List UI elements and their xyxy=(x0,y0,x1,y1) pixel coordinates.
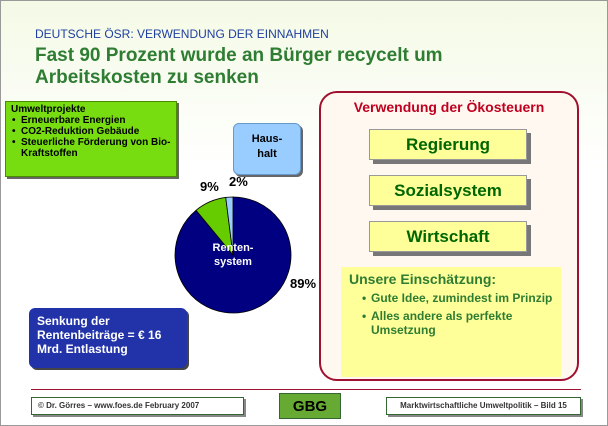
title: Fast 90 Prozent wurde an Bürger recycelt… xyxy=(35,45,443,88)
assessment-item: Alles andere als perfekte Umsetzung xyxy=(362,309,553,337)
assessment-item: Gute Idee, zumindest im Prinzip xyxy=(362,291,553,305)
slice-label: Renten- system xyxy=(212,242,254,268)
diagram-title: Verwendung der Ökosteuern xyxy=(353,99,545,115)
pension-callout: Senkung der Rentenbeiträge = € 16 Mrd. E… xyxy=(29,308,187,368)
diagram-box: Sozialsystem xyxy=(369,175,527,206)
callout-title: Umweltprojekte xyxy=(11,104,86,115)
footer-left: © Dr. Görres – www.foes.de February 2007 xyxy=(31,397,244,415)
diagram-box: Regierung xyxy=(369,129,527,160)
pie: 89% 9% 2% xyxy=(174,174,316,314)
assessment: Unsere Einschätzung: Gute Idee, zumindes… xyxy=(341,267,561,377)
footer-right: Marktwirtschaftliche Umweltpolitik – Bil… xyxy=(386,397,581,415)
callout-item: Steuerliche Förderung von Bio-Kraftstoff… xyxy=(12,137,171,159)
callout-list: Erneuerbare Energien CO2-Reduktion Gebäu… xyxy=(11,115,171,159)
footer-rule xyxy=(31,389,581,390)
slice-value-label: 2% xyxy=(229,174,248,189)
slice-value-label: 89% xyxy=(290,276,316,291)
slice-value-label: 9% xyxy=(200,179,219,194)
callout-item: Erneuerbare Energien xyxy=(12,115,171,126)
diagram-box: Wirtschaft xyxy=(369,221,527,252)
environment-callout: Umweltprojekte Erneuerbare Energien CO2-… xyxy=(5,101,177,177)
assessment-list: Gute Idee, zumindest im Prinzip Alles an… xyxy=(349,291,553,337)
assessment-title: Unsere Einschätzung: xyxy=(349,271,497,287)
pie-slice xyxy=(225,196,234,256)
haushalt-callout: Haus- halt xyxy=(233,123,301,175)
callout-item: CO2-Reduktion Gebäude xyxy=(12,126,171,137)
kicker: DEUTSCHE ÖSR: VERWENDUNG DER EINNAHMEN xyxy=(35,27,329,41)
footer-logo: GBG xyxy=(279,393,341,419)
